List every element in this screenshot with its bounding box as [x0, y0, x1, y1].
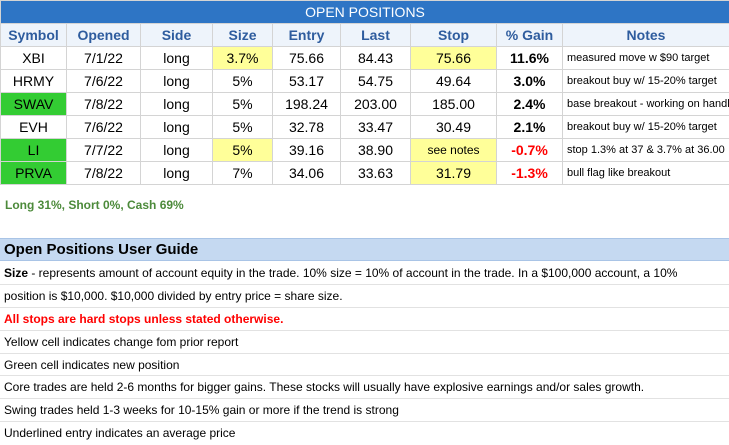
cell-gain: 3.0% — [497, 70, 563, 93]
cell-stop: 31.79 — [411, 162, 497, 185]
title-row: OPEN POSITIONS — [1, 1, 729, 24]
cell-entry: 39.16 — [273, 139, 341, 162]
cell-notes: breakout buy w/ 15-20% target — [563, 70, 729, 93]
cell-entry: 75.66 — [273, 47, 341, 70]
cell-opened: 7/7/22 — [67, 139, 141, 162]
guide-size-line-1: Size - represents amount of account equi… — [0, 262, 729, 285]
guide-title: Open Positions User Guide — [0, 238, 729, 261]
cell-opened: 7/8/22 — [67, 93, 141, 116]
cell-side: long — [141, 139, 213, 162]
guide-yellow-note: Yellow cell indicates change fom prior r… — [0, 331, 729, 354]
size-term: Size — [4, 266, 28, 280]
cell-opened: 7/1/22 — [67, 47, 141, 70]
guide-underline-note: Underlined entry indicates an average pr… — [0, 422, 729, 445]
guide-swing-trades-note: Swing trades held 1-3 weeks for 10-15% g… — [0, 399, 729, 422]
cell-symbol: HRMY — [1, 70, 67, 93]
cell-stop: 30.49 — [411, 116, 497, 139]
cell-stop: 75.66 — [411, 47, 497, 70]
cell-side: long — [141, 47, 213, 70]
cell-size: 7% — [213, 162, 273, 185]
cell-opened: 7/6/22 — [67, 70, 141, 93]
header-side: Side — [141, 24, 213, 47]
cell-gain: -0.7% — [497, 139, 563, 162]
size-text-1: - represents amount of account equity in… — [28, 266, 677, 280]
cell-side: long — [141, 70, 213, 93]
header-stop: Stop — [411, 24, 497, 47]
user-guide: Size - represents amount of account equi… — [0, 262, 729, 445]
cell-last: 84.43 — [341, 47, 411, 70]
cell-symbol: PRVA — [1, 162, 67, 185]
header-notes: Notes — [563, 24, 729, 47]
cell-symbol: LI — [1, 139, 67, 162]
positions-table: OPEN POSITIONS Symbol Opened Side Size E… — [0, 0, 729, 185]
header-size: Size — [213, 24, 273, 47]
cell-opened: 7/6/22 — [67, 116, 141, 139]
cell-gain: -1.3% — [497, 162, 563, 185]
cell-gain: 11.6% — [497, 47, 563, 70]
cell-stop: 49.64 — [411, 70, 497, 93]
cell-size: 5% — [213, 116, 273, 139]
guide-core-trades-note: Core trades are held 2-6 months for bigg… — [0, 376, 729, 399]
cell-notes: stop 1.3% at 37 & 3.7% at 36.00 — [563, 139, 729, 162]
table-title: OPEN POSITIONS — [1, 1, 729, 24]
cell-entry: 32.78 — [273, 116, 341, 139]
cell-side: long — [141, 162, 213, 185]
guide-green-note: Green cell indicates new position — [0, 354, 729, 377]
cell-symbol: SWAV — [1, 93, 67, 116]
header-last: Last — [341, 24, 411, 47]
cell-entry: 34.06 — [273, 162, 341, 185]
guide-size-line-2: position is $10,000. $10,000 divided by … — [0, 285, 729, 308]
header-gain: % Gain — [497, 24, 563, 47]
cell-notes: breakout buy w/ 15-20% target — [563, 116, 729, 139]
cell-last: 203.00 — [341, 93, 411, 116]
cell-entry: 198.24 — [273, 93, 341, 116]
cell-last: 38.90 — [341, 139, 411, 162]
cell-last: 33.47 — [341, 116, 411, 139]
allocation-summary: Long 31%, Short 0%, Cash 69% — [5, 198, 184, 212]
cell-size: 5% — [213, 139, 273, 162]
cell-size: 5% — [213, 93, 273, 116]
cell-last: 33.63 — [341, 162, 411, 185]
cell-side: long — [141, 116, 213, 139]
cell-size: 5% — [213, 70, 273, 93]
cell-side: long — [141, 93, 213, 116]
cell-symbol: XBI — [1, 47, 67, 70]
guide-stops-note: All stops are hard stops unless stated o… — [0, 308, 729, 331]
cell-entry: 53.17 — [273, 70, 341, 93]
cell-opened: 7/8/22 — [67, 162, 141, 185]
cell-size: 3.7% — [213, 47, 273, 70]
cell-notes: base breakout - working on handle — [563, 93, 729, 116]
cell-symbol: EVH — [1, 116, 67, 139]
cell-gain: 2.1% — [497, 116, 563, 139]
cell-stop: 185.00 — [411, 93, 497, 116]
header-opened: Opened — [67, 24, 141, 47]
cell-notes: bull flag like breakout — [563, 162, 729, 185]
header-row: Symbol Opened Side Size Entry Last Stop … — [1, 24, 729, 47]
header-entry: Entry — [273, 24, 341, 47]
cell-gain: 2.4% — [497, 93, 563, 116]
header-symbol: Symbol — [1, 24, 67, 47]
cell-last: 54.75 — [341, 70, 411, 93]
cell-stop: see notes — [411, 139, 497, 162]
cell-notes: measured move w $90 target — [563, 47, 729, 70]
